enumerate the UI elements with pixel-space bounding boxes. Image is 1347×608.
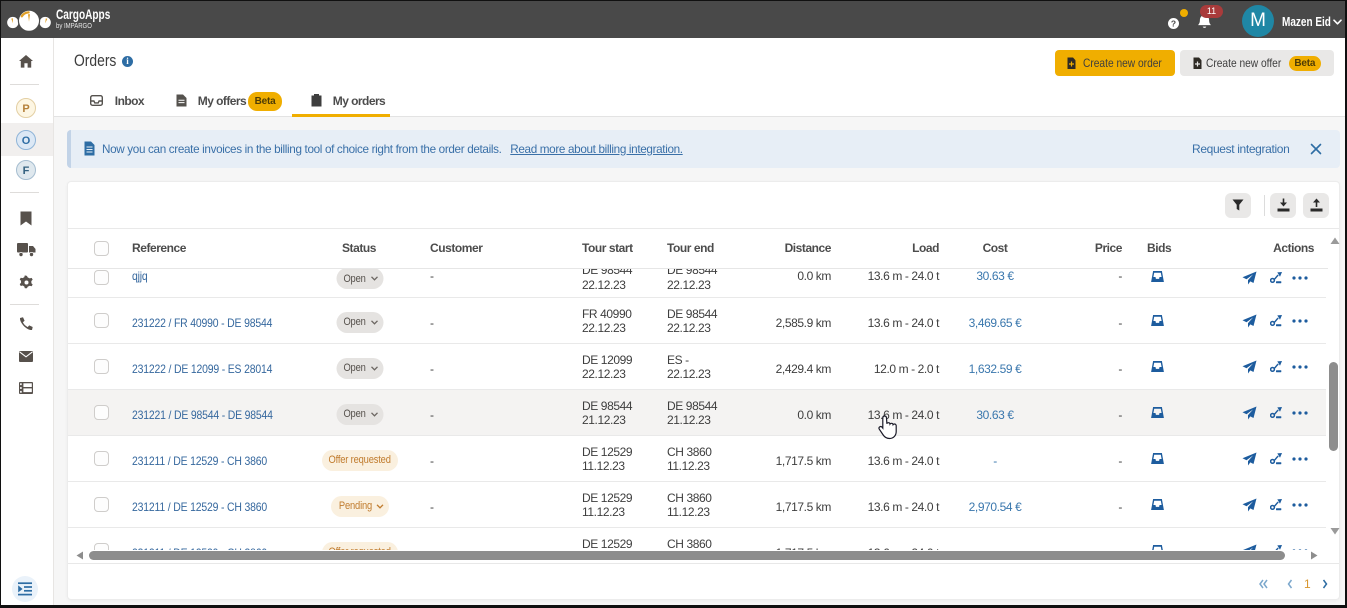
svg-text:?: ? [1170,18,1175,28]
